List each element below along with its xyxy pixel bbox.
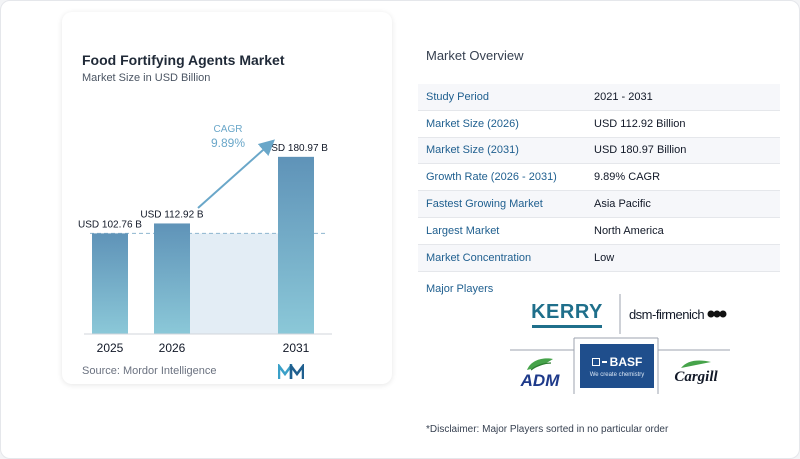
cagr-arrow <box>197 139 275 209</box>
overview-row-label: Market Size (2031) <box>426 144 519 157</box>
overview-row-label: Growth Rate (2026 - 2031) <box>426 171 557 184</box>
basf-logo: BASF We create chemistry <box>580 344 654 388</box>
overview-table: Study Period 2021 - 2031 Market Size (2026… <box>418 84 780 272</box>
data-label: USD 112.92 B <box>140 209 204 220</box>
overview-row-value: 9.89% CAGR <box>594 171 661 184</box>
logo-grid-lines <box>510 294 730 394</box>
category-label: 2026 <box>159 341 186 355</box>
basf-minus-icon <box>601 360 607 363</box>
mordor-intelligence-logo-icon <box>278 364 304 379</box>
adm-leaf-icon <box>527 358 553 371</box>
kerry-logo-text: KERRY <box>531 300 603 323</box>
chart-subtitle: Market Size in USD Billion <box>82 72 211 84</box>
source-text: Source: Mordor Intelligence <box>82 365 217 377</box>
overview-row-label: Market Concentration <box>426 251 532 264</box>
dsm-logo-text: dsm-firmenich <box>628 306 705 322</box>
overview-row-label: Fastest Growing Market <box>426 198 543 211</box>
overview-row-value: Low <box>594 251 615 264</box>
chart-card: Food Fortifying Agents Market Market Siz… <box>62 12 392 384</box>
overview-row-label: Market Size (2026) <box>426 117 519 130</box>
overview-row: Fastest Growing Market Asia Pacific <box>418 191 780 218</box>
bar-2025 <box>92 233 128 334</box>
basf-logo-text: BASF <box>609 354 643 369</box>
overview-row-value: 2021 - 2031 <box>594 90 653 103</box>
overview-row: Market Size (2031) USD 180.97 Billion <box>418 137 780 165</box>
data-label: USD 102.76 B <box>78 219 142 230</box>
overview-row-label: Largest Market <box>426 224 500 237</box>
cagr-label: CAGR <box>214 124 243 135</box>
overview-row: Largest Market North America <box>418 218 780 245</box>
overview-row-value: Asia Pacific <box>594 198 651 211</box>
kerry-logo: KERRY <box>522 296 612 332</box>
category-label: 2031 <box>283 341 310 355</box>
dsm-firmenich-logo: dsm-firmenich <box>626 300 730 328</box>
cargill-leaf-icon <box>681 359 711 368</box>
growth-shade-area <box>190 233 278 334</box>
basf-tagline: We create chemistry <box>589 371 645 378</box>
overview-row-label: Study Period <box>426 90 489 103</box>
overview-row-value: USD 180.97 Billion <box>594 144 687 157</box>
overview-row: Growth Rate (2026 - 2031) 9.89% CAGR <box>418 164 780 192</box>
bar-2031 <box>278 156 314 334</box>
major-players-logos: KERRY dsm-firmenich ADM BASF We create c… <box>510 290 730 394</box>
overview-title: Market Overview <box>426 48 524 63</box>
category-label: 2025 <box>97 341 124 355</box>
cargill-logo-text: Cargill <box>674 368 718 385</box>
players-title: Major Players <box>426 283 494 295</box>
overview-row: Market Size (2026) USD 112.92 Billion <box>418 111 780 138</box>
kerry-underline-icon <box>532 324 602 328</box>
disclaimer-text: *Disclaimer: Major Players sorted in no … <box>426 424 669 435</box>
overview-row-value: North America <box>594 224 664 237</box>
data-label: USD 180.97 B <box>264 143 328 154</box>
cagr-value: 9.89% <box>211 136 245 150</box>
chart-title: Food Fortifying Agents Market <box>82 52 285 68</box>
adm-logo-text: ADM <box>520 371 560 390</box>
cargill-logo: Cargill <box>662 354 730 390</box>
overview-row: Study Period 2021 - 2031 <box>418 84 780 111</box>
overview-row: Market Concentration Low <box>418 244 780 272</box>
adm-logo: ADM <box>510 354 570 394</box>
overview-row-value: USD 112.92 Billion <box>594 117 686 130</box>
dsm-dots-icon <box>707 310 727 318</box>
bar-chart: USD 102.76 B 2025 USD 112.92 B 2026 USD 180.… <box>78 124 332 355</box>
basf-square-icon <box>591 357 600 366</box>
bar-2026 <box>154 223 190 334</box>
